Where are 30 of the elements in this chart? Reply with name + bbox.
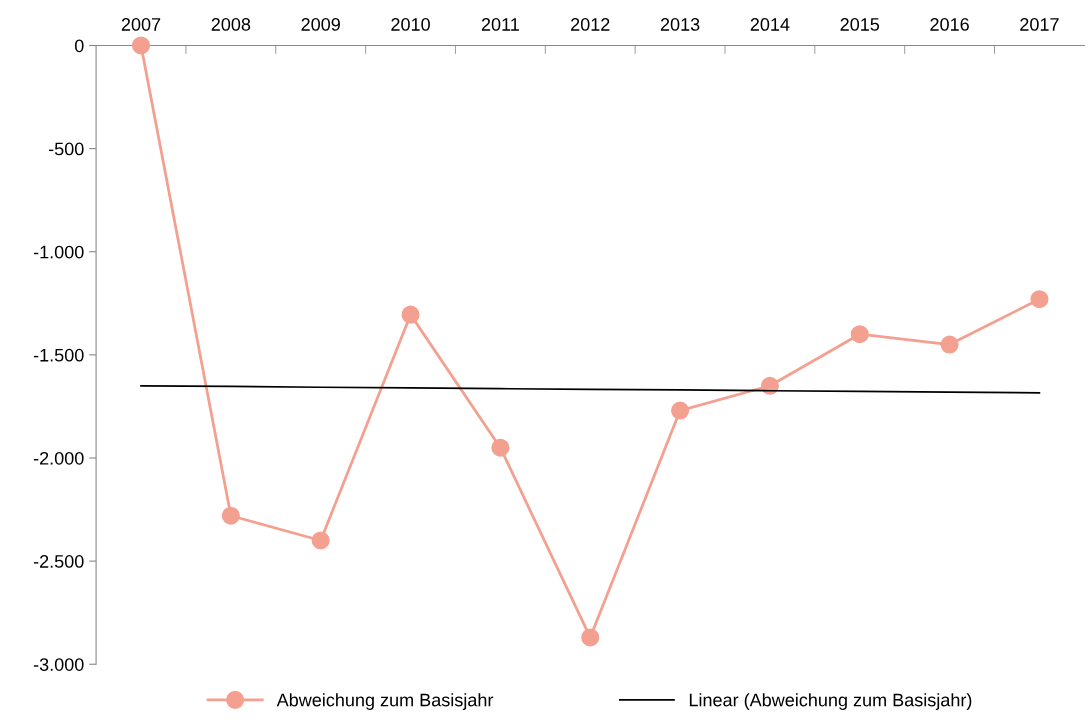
y-tick-label: -500 (48, 142, 84, 156)
point (940, 335, 959, 354)
x-tick-label: 2012 (571, 18, 610, 31)
x-tick-label: 2008 (211, 18, 251, 31)
x-tick-label: 2011 (481, 18, 519, 31)
point (671, 401, 690, 420)
x-tick-label: 2015 (840, 18, 880, 31)
x-tick-label: 2014 (750, 18, 790, 31)
x-tick-label: 2010 (391, 18, 430, 31)
point (131, 36, 151, 55)
x-tick-label: 2007 (121, 18, 161, 31)
point (311, 531, 330, 550)
x-tick-label: 2017 (1020, 18, 1059, 31)
x-tick-label: 2013 (660, 18, 700, 31)
legend-label: Abweichung zum Basisjahr (276, 693, 494, 710)
legend-label: Linear (Abweichung zum Basisjahr) (689, 693, 972, 710)
point (491, 438, 510, 457)
point (401, 305, 420, 324)
y-tick-label: 0 (74, 39, 84, 53)
y-tick-label: -1.000 (33, 245, 84, 259)
y-tick-label: -3.000 (33, 658, 84, 671)
y-tick-label: -2.000 (33, 451, 84, 465)
y-tick-label: -1.500 (33, 348, 84, 362)
point (850, 325, 869, 344)
x-tick-label: 2016 (930, 18, 969, 31)
point (1030, 290, 1049, 309)
point (581, 628, 600, 647)
point (221, 506, 240, 525)
x-tick-label: 2009 (301, 18, 340, 31)
y-tick-label: -2.500 (33, 555, 84, 568)
